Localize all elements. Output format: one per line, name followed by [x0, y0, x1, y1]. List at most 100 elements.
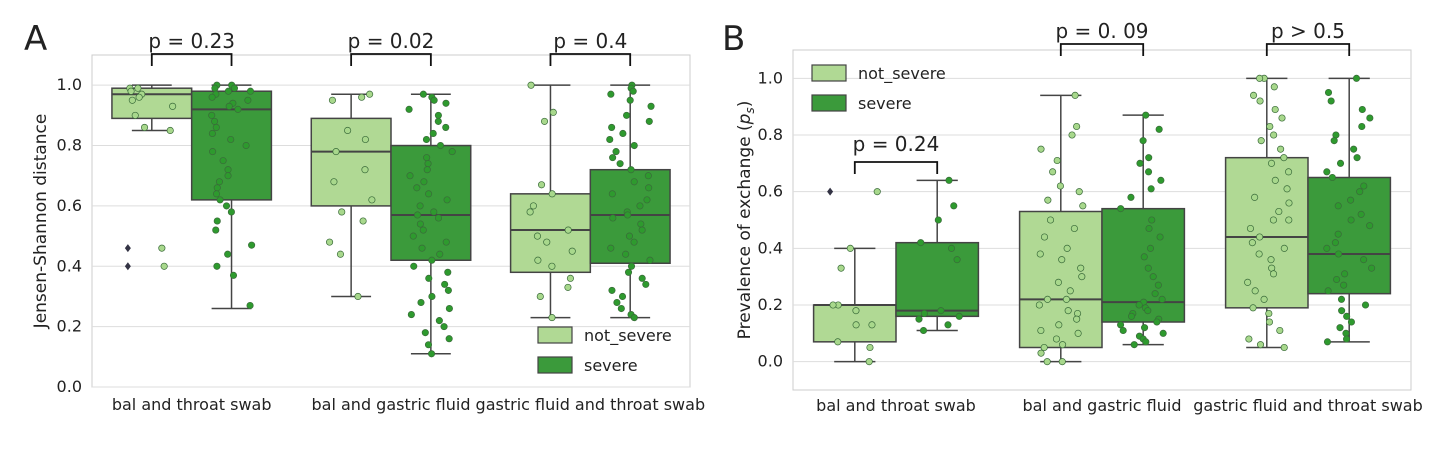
- data-point: [330, 178, 338, 186]
- data-point: [540, 117, 549, 125]
- data-point: [430, 208, 438, 216]
- data-point: [1135, 301, 1143, 309]
- data-point: [1055, 321, 1063, 329]
- box-body: [1307, 176, 1392, 295]
- data-point: [1246, 224, 1255, 233]
- data-point: [647, 102, 655, 110]
- data-point: [1324, 88, 1333, 97]
- data-point: [1073, 315, 1081, 323]
- y-tick-label: 0.2: [57, 317, 82, 336]
- category-label: gastric fluid and throat swab: [1193, 396, 1423, 415]
- data-point: [224, 250, 232, 258]
- data-point: [1155, 125, 1163, 133]
- data-point: [444, 286, 452, 294]
- data-point: [1358, 105, 1366, 114]
- legend-label-severe: severe: [584, 356, 638, 375]
- data-point: [1336, 159, 1345, 167]
- data-point: [1350, 145, 1358, 153]
- y-axis-title-subscript: s: [743, 107, 757, 113]
- data-point: [945, 176, 953, 184]
- data-point: [1251, 193, 1259, 201]
- data-point: [1366, 114, 1374, 122]
- data-point: [230, 84, 239, 92]
- data-point: [1256, 74, 1264, 82]
- data-point: [934, 216, 942, 224]
- data-point: [445, 335, 453, 343]
- data-point: [1358, 122, 1366, 131]
- data-point: [865, 358, 873, 366]
- plot-frame: [792, 49, 1412, 391]
- data-point: [420, 178, 428, 186]
- data-point: [1149, 273, 1157, 281]
- data-point: [423, 166, 431, 174]
- data-point: [944, 321, 952, 329]
- data-point: [436, 141, 445, 150]
- box-severe-1: [1101, 111, 1186, 349]
- pvalue-label: p = 0. 09: [1055, 19, 1148, 43]
- data-point: [134, 84, 142, 92]
- data-point: [213, 217, 221, 225]
- data-point: [212, 123, 220, 131]
- data-point: [837, 264, 845, 272]
- data-point: [642, 280, 650, 288]
- data-point: [224, 172, 232, 180]
- data-point: [248, 241, 256, 249]
- pvalue-label: p = 0.02: [348, 29, 435, 53]
- data-point: [425, 190, 433, 198]
- data-point: [208, 129, 216, 138]
- data-point: [638, 274, 646, 282]
- data-point: [430, 96, 438, 104]
- box-not_severe-0: [111, 84, 193, 271]
- data-point: [1117, 205, 1125, 213]
- data-point: [1127, 312, 1136, 320]
- data-point: [1361, 301, 1370, 309]
- data-point: [428, 256, 436, 264]
- data-point: [618, 292, 627, 301]
- panel-b-letter: B: [722, 19, 745, 59]
- box-severe-0: [895, 176, 980, 335]
- data-point: [417, 298, 425, 307]
- data-point: [1058, 358, 1066, 366]
- data-point: [213, 262, 221, 270]
- data-point: [224, 87, 232, 95]
- box-severe-0: [190, 81, 273, 310]
- data-point: [354, 292, 362, 301]
- category-label: gastric fluid and throat swab: [476, 395, 706, 414]
- data-point: [212, 190, 221, 198]
- data-point: [852, 307, 860, 315]
- data-point: [1248, 239, 1256, 247]
- data-point: [1158, 295, 1166, 303]
- data-point: [630, 314, 638, 322]
- data-point: [529, 202, 537, 210]
- data-point: [440, 323, 448, 331]
- data-point: [919, 326, 928, 335]
- data-point: [1271, 105, 1279, 114]
- data-point: [424, 341, 433, 349]
- data-point: [1147, 185, 1155, 193]
- data-point: [219, 157, 227, 165]
- data-point: [1145, 224, 1153, 233]
- data-point: [158, 244, 166, 252]
- data-point: [955, 312, 963, 320]
- data-point: [140, 123, 149, 131]
- data-point: [1145, 168, 1153, 176]
- data-point: [443, 196, 451, 204]
- data-point: [1360, 182, 1368, 190]
- data-point: [627, 166, 635, 174]
- data-point: [627, 262, 636, 270]
- data-point: [1338, 307, 1346, 315]
- data-point: [246, 301, 254, 310]
- data-point: [617, 304, 625, 313]
- data-point: [852, 321, 860, 329]
- data-point: [213, 184, 221, 192]
- data-point: [361, 166, 369, 174]
- legend-label-not_severe: not_severe: [584, 326, 672, 346]
- data-point: [1245, 335, 1253, 343]
- data-point: [1285, 216, 1293, 224]
- data-point: [413, 184, 421, 192]
- data-point: [1275, 207, 1283, 216]
- data-point: [1256, 97, 1264, 105]
- data-point: [211, 117, 219, 125]
- data-point: [1267, 159, 1276, 167]
